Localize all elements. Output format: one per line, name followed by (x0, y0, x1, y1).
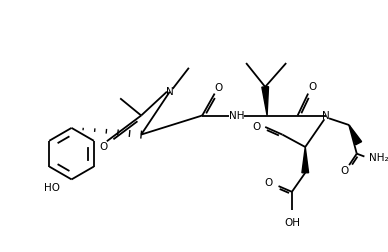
Polygon shape (302, 147, 308, 173)
Text: O: O (309, 82, 317, 92)
Polygon shape (262, 87, 268, 115)
Polygon shape (349, 125, 362, 145)
Text: O: O (252, 122, 260, 132)
Text: NH: NH (229, 111, 244, 120)
Text: O: O (99, 142, 107, 152)
Text: O: O (214, 83, 223, 93)
Text: N: N (166, 87, 174, 97)
Text: O: O (340, 166, 348, 176)
Text: O: O (265, 178, 273, 188)
Text: N: N (322, 111, 330, 120)
Text: HO: HO (44, 183, 60, 193)
Text: OH: OH (284, 217, 300, 228)
Text: NH₂: NH₂ (369, 153, 388, 164)
